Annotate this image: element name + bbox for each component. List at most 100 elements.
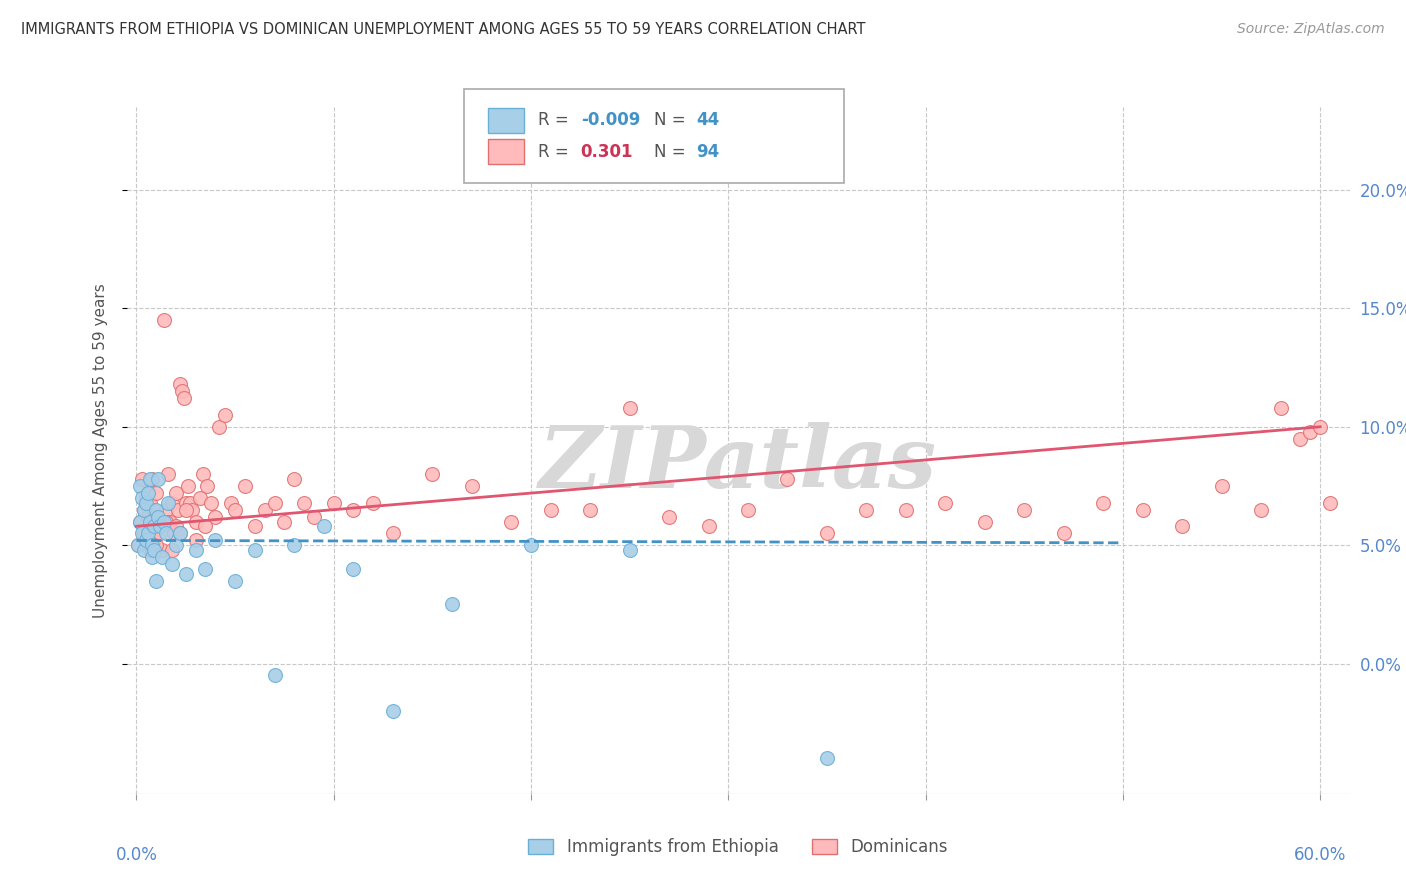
Text: R =: R = — [538, 143, 575, 161]
Point — [1319, 495, 1341, 509]
Point — [141, 543, 163, 558]
Point — [134, 526, 156, 541]
Point — [141, 538, 163, 552]
Point — [174, 566, 197, 581]
Point — [134, 543, 156, 558]
Point — [165, 519, 187, 533]
Point — [139, 515, 162, 529]
Point — [145, 486, 167, 500]
Point — [135, 533, 157, 548]
Point — [292, 495, 315, 509]
Point — [127, 538, 149, 552]
Point — [184, 533, 207, 548]
Point — [302, 509, 325, 524]
Text: 60.0%: 60.0% — [1294, 846, 1347, 864]
Point — [136, 486, 159, 500]
Point — [184, 515, 207, 529]
Point — [422, 467, 444, 482]
Text: 0.0%: 0.0% — [115, 846, 157, 864]
Point — [145, 526, 167, 541]
Point — [184, 543, 207, 558]
Point — [214, 408, 236, 422]
Point — [224, 574, 246, 588]
Text: 94: 94 — [696, 143, 720, 161]
Point — [204, 533, 226, 548]
Point — [143, 543, 166, 558]
Point — [243, 519, 266, 533]
Point — [146, 509, 169, 524]
Point — [141, 549, 163, 564]
Point — [160, 543, 183, 558]
Point — [149, 526, 172, 541]
Point — [160, 557, 183, 571]
Point — [441, 598, 464, 612]
Point — [136, 486, 159, 500]
Point — [153, 313, 176, 327]
Point — [177, 479, 200, 493]
Point — [381, 526, 404, 541]
Point — [139, 495, 162, 509]
Point — [165, 486, 187, 500]
Point — [149, 519, 172, 533]
Text: IMMIGRANTS FROM ETHIOPIA VS DOMINICAN UNEMPLOYMENT AMONG AGES 55 TO 59 YEARS COR: IMMIGRANTS FROM ETHIOPIA VS DOMINICAN UN… — [21, 22, 866, 37]
Point — [1309, 419, 1331, 434]
Point — [155, 515, 177, 529]
Point — [934, 495, 956, 509]
Point — [273, 515, 295, 529]
Point — [219, 495, 242, 509]
Point — [131, 491, 153, 505]
Point — [776, 472, 799, 486]
Text: R =: R = — [538, 112, 575, 129]
Point — [143, 538, 166, 552]
Point — [145, 538, 167, 552]
Point — [129, 515, 152, 529]
Y-axis label: Unemployment Among Ages 55 to 59 years: Unemployment Among Ages 55 to 59 years — [93, 283, 108, 618]
Point — [169, 526, 191, 541]
Point — [322, 495, 344, 509]
Point — [143, 502, 166, 516]
Point — [283, 538, 305, 552]
Point — [155, 526, 177, 541]
Point — [973, 515, 995, 529]
Point — [141, 472, 163, 486]
Point — [737, 502, 759, 516]
Point — [263, 495, 285, 509]
Text: N =: N = — [654, 143, 690, 161]
Point — [224, 502, 246, 516]
Point — [1012, 502, 1035, 516]
Text: Source: ZipAtlas.com: Source: ZipAtlas.com — [1237, 22, 1385, 37]
Point — [243, 543, 266, 558]
Point — [381, 704, 404, 718]
Point — [174, 502, 197, 516]
Point — [150, 543, 173, 558]
Legend: Immigrants from Ethiopia, Dominicans: Immigrants from Ethiopia, Dominicans — [520, 830, 956, 864]
Point — [155, 502, 177, 516]
Point — [193, 467, 215, 482]
Point — [894, 502, 917, 516]
Point — [1289, 432, 1312, 446]
Point — [165, 538, 187, 552]
Point — [156, 495, 179, 509]
Point — [173, 392, 195, 406]
Point — [619, 401, 641, 415]
Point — [143, 519, 166, 533]
Point — [127, 538, 149, 552]
Point — [461, 479, 484, 493]
Point — [204, 509, 226, 524]
Point — [361, 495, 384, 509]
Point — [342, 502, 364, 516]
Point — [253, 502, 276, 516]
Text: 44: 44 — [696, 112, 720, 129]
Point — [135, 538, 157, 552]
Point — [136, 526, 159, 541]
Point — [134, 502, 156, 516]
Point — [145, 502, 167, 516]
Point — [146, 472, 169, 486]
Point — [1132, 502, 1154, 516]
Point — [520, 538, 543, 552]
Point — [129, 515, 152, 529]
Point — [188, 491, 211, 505]
Point — [135, 495, 157, 509]
Point — [1092, 495, 1115, 509]
Point — [131, 472, 153, 486]
